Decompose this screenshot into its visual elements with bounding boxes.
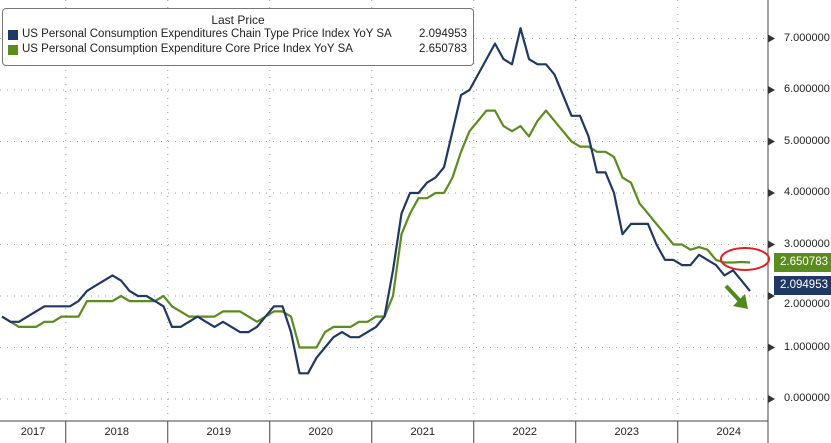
series-line-headline-pce <box>1 27 751 375</box>
legend-item-core: US Personal Consumption Expenditure Core… <box>3 42 473 57</box>
y-tick-label: 7.000000 <box>784 31 830 44</box>
legend-swatch-blue <box>8 29 18 40</box>
y-tick-label: 3.000000 <box>784 237 830 250</box>
highlight-circle <box>720 247 770 271</box>
y-tick-marker <box>768 395 775 403</box>
x-tick-label: 2024 <box>716 426 741 438</box>
legend-title: Last Price <box>211 13 265 27</box>
y-tick-marker <box>768 292 775 300</box>
legend-item-headline: US Personal Consumption Expenditures Cha… <box>3 27 473 42</box>
x-tick-label: 2019 <box>206 426 231 438</box>
x-tick-label: 2023 <box>614 426 639 438</box>
legend-swatch-green <box>8 44 18 55</box>
legend-value: 2.650783 <box>419 43 467 55</box>
trend-arrow-head <box>733 294 748 309</box>
x-tick-label: 2017 <box>20 426 46 438</box>
y-tick-marker <box>768 343 775 352</box>
legend: Last Price US Personal Consumption Expen… <box>2 8 474 66</box>
y-tick-label: 0.000000 <box>784 392 830 404</box>
legend-label: US Personal Consumption Expenditures Cha… <box>22 28 392 40</box>
y-tick-label: 1.000000 <box>784 340 830 353</box>
trend-arrow-shaft <box>724 284 743 304</box>
x-tick-label: 2018 <box>104 426 129 438</box>
x-tick-label: 2022 <box>512 426 537 438</box>
last-value-core: 2.650783 <box>774 253 831 272</box>
y-tick-marker <box>768 189 775 197</box>
x-tick-label: 2020 <box>308 426 333 438</box>
y-tick-marker <box>768 137 775 146</box>
series-line-core-pce <box>1 109 751 349</box>
y-tick-marker <box>768 240 775 249</box>
y-tick-marker <box>768 86 775 94</box>
y-tick-label: 6.000000 <box>784 83 830 95</box>
y-tick-label: 4.000000 <box>784 186 830 198</box>
y-tick-marker <box>768 34 775 43</box>
y-tick-label: 2.000000 <box>784 298 830 310</box>
x-tick-label: 2021 <box>410 426 435 438</box>
last-value-headline: 2.094953 <box>774 276 831 295</box>
legend-value: 2.094953 <box>419 28 467 40</box>
legend-label: US Personal Consumption Expenditure Core… <box>22 43 353 55</box>
y-tick-label: 5.000000 <box>784 134 830 147</box>
